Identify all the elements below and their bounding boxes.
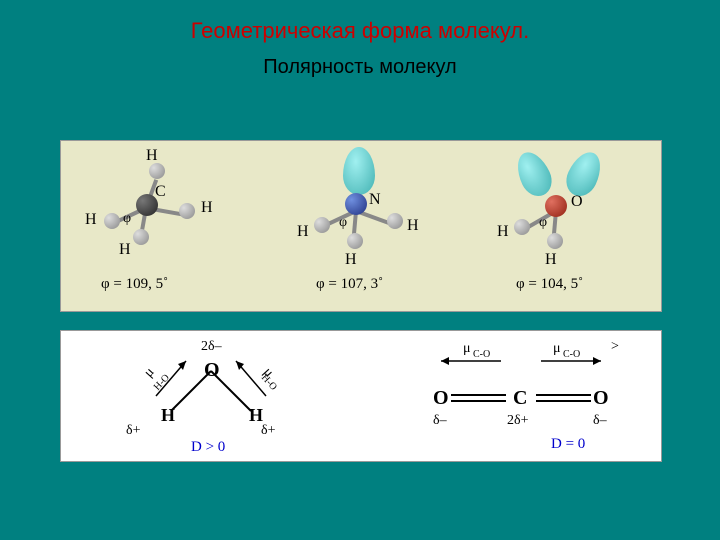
delta-c: 2δ+ <box>507 413 529 429</box>
gt-symbol: > <box>611 339 619 355</box>
label-n: N <box>369 191 381 209</box>
label-h: H <box>407 217 419 235</box>
phi-symbol: φ <box>539 215 547 231</box>
molecule-h2o: O H H φ φ = 104, 5˚ <box>461 141 661 311</box>
label-h: H <box>545 251 557 269</box>
delta-o: δ– <box>433 413 447 429</box>
mu-label: μ <box>463 341 471 357</box>
c-atom: C <box>513 387 527 410</box>
o-atom: O <box>433 387 449 410</box>
label-h: H <box>119 241 131 259</box>
molecule-ch4: C H H H H φ φ = 109, 5˚ <box>61 141 261 311</box>
delta-h: δ+ <box>261 423 276 439</box>
delta-o: 2δ– <box>201 339 222 355</box>
label-c: C <box>155 183 166 201</box>
label-o: O <box>571 193 583 211</box>
delta-h: δ+ <box>126 423 141 439</box>
delta-o: δ– <box>593 413 607 429</box>
mu-sub: C-O <box>563 349 580 360</box>
angle-formula: φ = 109, 5˚ <box>101 276 168 293</box>
phi-symbol: φ <box>339 215 347 231</box>
angle-formula: φ = 107, 3˚ <box>316 276 383 293</box>
o-atom: O <box>204 359 220 382</box>
o-atom: O <box>593 387 609 410</box>
dipole-result: D > 0 <box>191 439 225 456</box>
mu-label: μ <box>553 341 561 357</box>
dipole-panel: O H H 2δ– δ+ δ+ μ H-O μ H-O D > 0 <box>60 330 662 462</box>
molecule-nh3: N H H H φ φ = 107, 3˚ <box>261 141 461 311</box>
phi-symbol: φ <box>123 211 131 227</box>
molecules-panel: C H H H H φ φ = 109, 5˚ N H H H φ φ = 10… <box>60 140 662 312</box>
dipole-co2: O C O δ– 2δ+ δ– μ C-O μ C-O > D = 0 <box>381 331 661 461</box>
dipole-result: D = 0 <box>551 436 585 453</box>
label-h: H <box>201 199 213 217</box>
slide-title: Геометрическая форма молекул. <box>0 0 720 44</box>
label-h: H <box>297 223 309 241</box>
h-atom: H <box>161 405 175 426</box>
label-h: H <box>146 147 158 165</box>
slide: Геометрическая форма молекул. Полярность… <box>0 0 720 540</box>
label-h: H <box>497 223 509 241</box>
label-h: H <box>345 251 357 269</box>
angle-formula: φ = 104, 5˚ <box>516 276 583 293</box>
mu-sub: C-O <box>473 349 490 360</box>
label-h: H <box>85 211 97 229</box>
slide-subtitle: Полярность молекул <box>0 44 720 79</box>
dipole-h2o: O H H 2δ– δ+ δ+ μ H-O μ H-O D > 0 <box>61 331 361 461</box>
